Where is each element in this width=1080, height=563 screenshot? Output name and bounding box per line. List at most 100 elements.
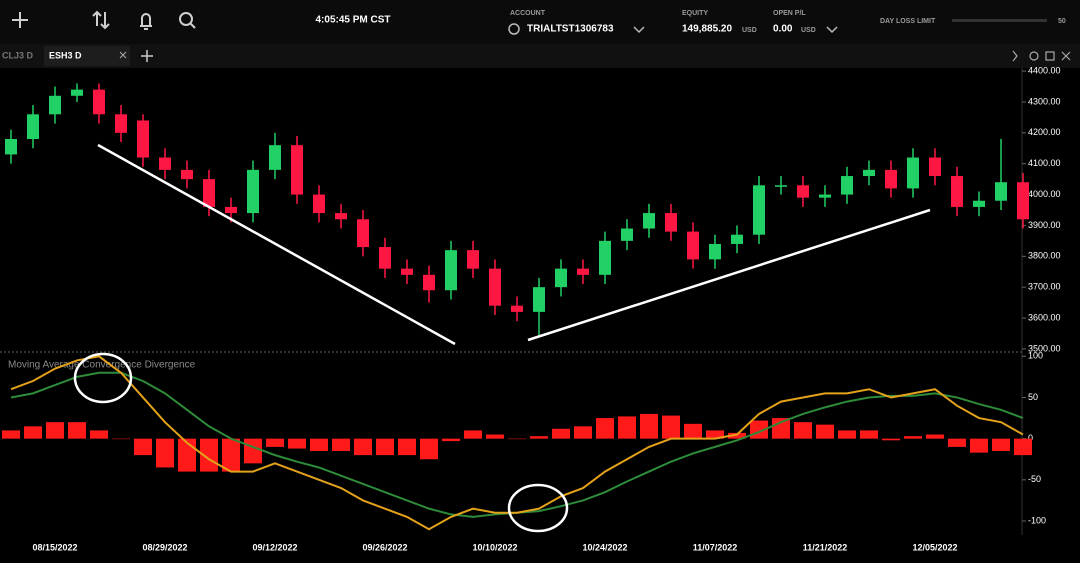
histogram-bar — [354, 438, 372, 456]
y-tick-label: -100 — [1028, 515, 1046, 525]
histogram-bar — [288, 438, 306, 449]
histogram-bar — [464, 430, 482, 439]
bell-icon[interactable] — [140, 13, 152, 30]
candle-body — [907, 157, 919, 189]
candle-body — [995, 182, 1007, 201]
candle-body — [269, 145, 281, 170]
candle-body — [291, 145, 303, 195]
search-icon[interactable] — [179, 12, 193, 26]
y-tick-label: -50 — [1028, 474, 1041, 484]
histogram-bar — [156, 438, 174, 468]
close-icon[interactable] — [1061, 51, 1071, 61]
x-tick-label: 08/15/2022 — [32, 542, 77, 552]
candle-body — [643, 213, 655, 229]
x-tick-label: 09/26/2022 — [362, 542, 407, 552]
y-tick-label: 3600.00 — [1028, 312, 1061, 322]
settings-icon[interactable] — [1029, 51, 1039, 61]
account-dropdown[interactable] — [633, 26, 645, 34]
y-tick-label: 3700.00 — [1028, 282, 1061, 292]
tab[interactable]: ESH3 D — [49, 50, 82, 60]
histogram-bar — [816, 424, 834, 439]
candle-body — [137, 120, 149, 158]
collapse-icon[interactable] — [1012, 50, 1018, 62]
x-tick-label: 09/12/2022 — [252, 542, 297, 552]
candle-body — [357, 219, 369, 248]
equity-value: 149,885.20 — [682, 24, 732, 35]
new-tab[interactable] — [141, 50, 153, 62]
histogram-bar — [552, 428, 570, 439]
histogram-bar — [376, 438, 394, 456]
histogram-bar — [398, 438, 416, 456]
histogram-bar — [222, 438, 240, 472]
y-tick-label: 0 — [1028, 433, 1033, 443]
tab[interactable]: CLJ3 D — [2, 50, 34, 60]
candle-body — [599, 240, 611, 275]
histogram-bar — [618, 416, 636, 439]
candle-body — [159, 157, 171, 170]
candle-body — [247, 169, 259, 214]
histogram-bar — [90, 430, 108, 439]
histogram-bar — [200, 438, 218, 472]
add-icon[interactable] — [12, 12, 28, 28]
histogram-bar — [486, 434, 504, 439]
candle-body — [621, 228, 633, 241]
candle-body — [731, 234, 743, 244]
candle-body — [71, 89, 83, 96]
annotations — [73, 143, 931, 533]
pl-dropdown[interactable] — [826, 26, 838, 34]
histogram-bar — [948, 438, 966, 447]
candle-body — [863, 169, 875, 177]
x-tick-label: 10/10/2022 — [472, 542, 517, 552]
sort-icon[interactable] — [92, 10, 110, 30]
histogram-bar — [2, 430, 20, 439]
histogram-bar — [838, 430, 856, 439]
y-tick-label: 50 — [1028, 392, 1038, 402]
popout-icon[interactable] — [1045, 51, 1055, 61]
histogram-bar — [134, 438, 152, 456]
candle-body — [709, 243, 721, 260]
tab-close[interactable] — [119, 51, 127, 59]
candle-body — [401, 268, 413, 275]
histogram-bar — [1014, 438, 1032, 456]
panel-controls[interactable] — [1012, 50, 1071, 62]
plot-area: 3500.00 3600.00 3700.00 3800.00 3900.00 4000.… — [2, 65, 1061, 552]
histogram-bar — [992, 438, 1010, 451]
histogram-bar — [926, 434, 944, 439]
histogram-bar — [508, 438, 526, 440]
candle-body — [687, 231, 699, 260]
active-tab[interactable] — [44, 46, 130, 66]
histogram-bar — [420, 438, 438, 460]
y-tick-label: 100 — [1028, 351, 1043, 361]
trend-line — [527, 208, 931, 342]
trend-line — [97, 143, 456, 346]
clock: 4:05:45 PM CST — [315, 15, 390, 26]
indicator-title: Moving Average Convergence Divergence — [8, 360, 196, 371]
y-tick-label: 4400.00 — [1028, 65, 1061, 75]
histogram-bar — [574, 426, 592, 439]
candle-body — [665, 213, 677, 232]
candle-body — [951, 176, 963, 207]
x-tick-label: 10/24/2022 — [582, 542, 627, 552]
y-tick-label: 3900.00 — [1028, 220, 1061, 230]
account-id[interactable]: TRIALTST1306783 — [527, 24, 614, 35]
open-pl-value: 0.00 — [773, 24, 793, 35]
highlight-circle — [73, 352, 133, 404]
candle-body — [1017, 182, 1029, 220]
candle-body — [973, 200, 985, 207]
histogram-bar — [244, 438, 262, 464]
candle-body — [797, 185, 809, 198]
histogram-bar — [310, 438, 328, 451]
toolbar-icons[interactable] — [12, 10, 196, 30]
histogram-bar — [332, 438, 350, 451]
x-tick-label: 11/21/2022 — [803, 542, 848, 552]
candle-body — [445, 250, 457, 291]
histogram-bar — [684, 423, 702, 439]
y-tick-label: 3800.00 — [1028, 251, 1061, 261]
candle-body — [511, 305, 523, 312]
x-tick-label: 12/05/2022 — [912, 542, 957, 552]
histogram-bar — [24, 426, 42, 439]
histogram-bar — [882, 438, 900, 441]
histogram-bar — [46, 422, 64, 439]
candle-body — [203, 179, 215, 207]
